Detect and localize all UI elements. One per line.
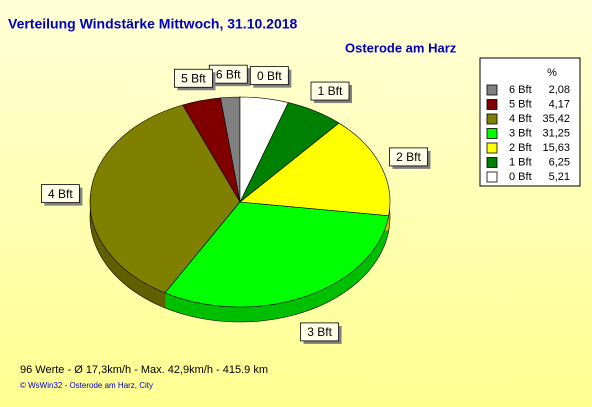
- credit: © WsWin32 - Osterode am Harz, City: [20, 381, 153, 390]
- label-box: [174, 68, 213, 88]
- legend-label: 4 Bft: [509, 113, 532, 125]
- legend-label: 0 Bft: [509, 171, 532, 183]
- slice: [239, 96, 289, 203]
- label-box: [310, 81, 350, 101]
- legend-swatch: [486, 113, 498, 125]
- legend-swatch: [486, 128, 498, 139]
- slice-label: 3 Bft: [307, 325, 332, 339]
- slice-label: 5 Bft: [181, 71, 206, 85]
- chart-subtitle: Osterode am Harz: [345, 40, 457, 55]
- legend-value: 4,17: [549, 98, 570, 110]
- legend-swatch: [486, 171, 498, 183]
- slice-label: 1 Bft: [318, 84, 343, 98]
- legend-label: 6 Bft: [509, 84, 532, 96]
- label-box: [249, 66, 289, 86]
- legend-label: 3 Bft: [509, 127, 532, 139]
- slice: [239, 122, 391, 217]
- legend-swatch: [486, 157, 498, 168]
- slice: [89, 104, 241, 294]
- legend-value: 31,25: [542, 127, 570, 139]
- footer: 96 Werte - Ø 17,3km/h - Max. 42,9km/h - …: [20, 364, 268, 376]
- slice-label: 0 Bft: [257, 69, 282, 83]
- legend: % 6 Bft 2,08 5 Bft 4,17 4 Bft 35,42 3 Bft 31,25…: [479, 57, 581, 187]
- legend-value: 35,42: [542, 113, 570, 125]
- legend-label: 5 Bft: [509, 98, 532, 110]
- legend-label: 1 Bft: [509, 156, 532, 168]
- slice-label: 6 Bft: [216, 67, 241, 81]
- label-box: [389, 147, 428, 167]
- slice-label: 4 Bft: [48, 187, 73, 201]
- label-box: [300, 322, 339, 342]
- legend-value: 6,25: [549, 156, 570, 168]
- legend-value: 15,63: [542, 142, 570, 154]
- slice: [164, 201, 390, 308]
- chart-title: Verteilung Windstärke Mittwoch, 31.10.20…: [8, 16, 298, 32]
- legend-swatch: [486, 99, 498, 110]
- legend-swatch: [486, 84, 498, 96]
- slice-label: 2 Bft: [396, 150, 421, 164]
- label-box: [40, 184, 80, 204]
- legend-swatch: [486, 142, 498, 154]
- legend-value: 5,21: [549, 171, 570, 183]
- pie: 6 Bft 5 Bft 4 Bft 3 Bft 2 Bft 1 Bft 0 Bft: [40, 64, 431, 344]
- legend-label: 2 Bft: [509, 142, 532, 154]
- legend-value: 2,08: [549, 84, 570, 96]
- legend-header: %: [547, 67, 557, 79]
